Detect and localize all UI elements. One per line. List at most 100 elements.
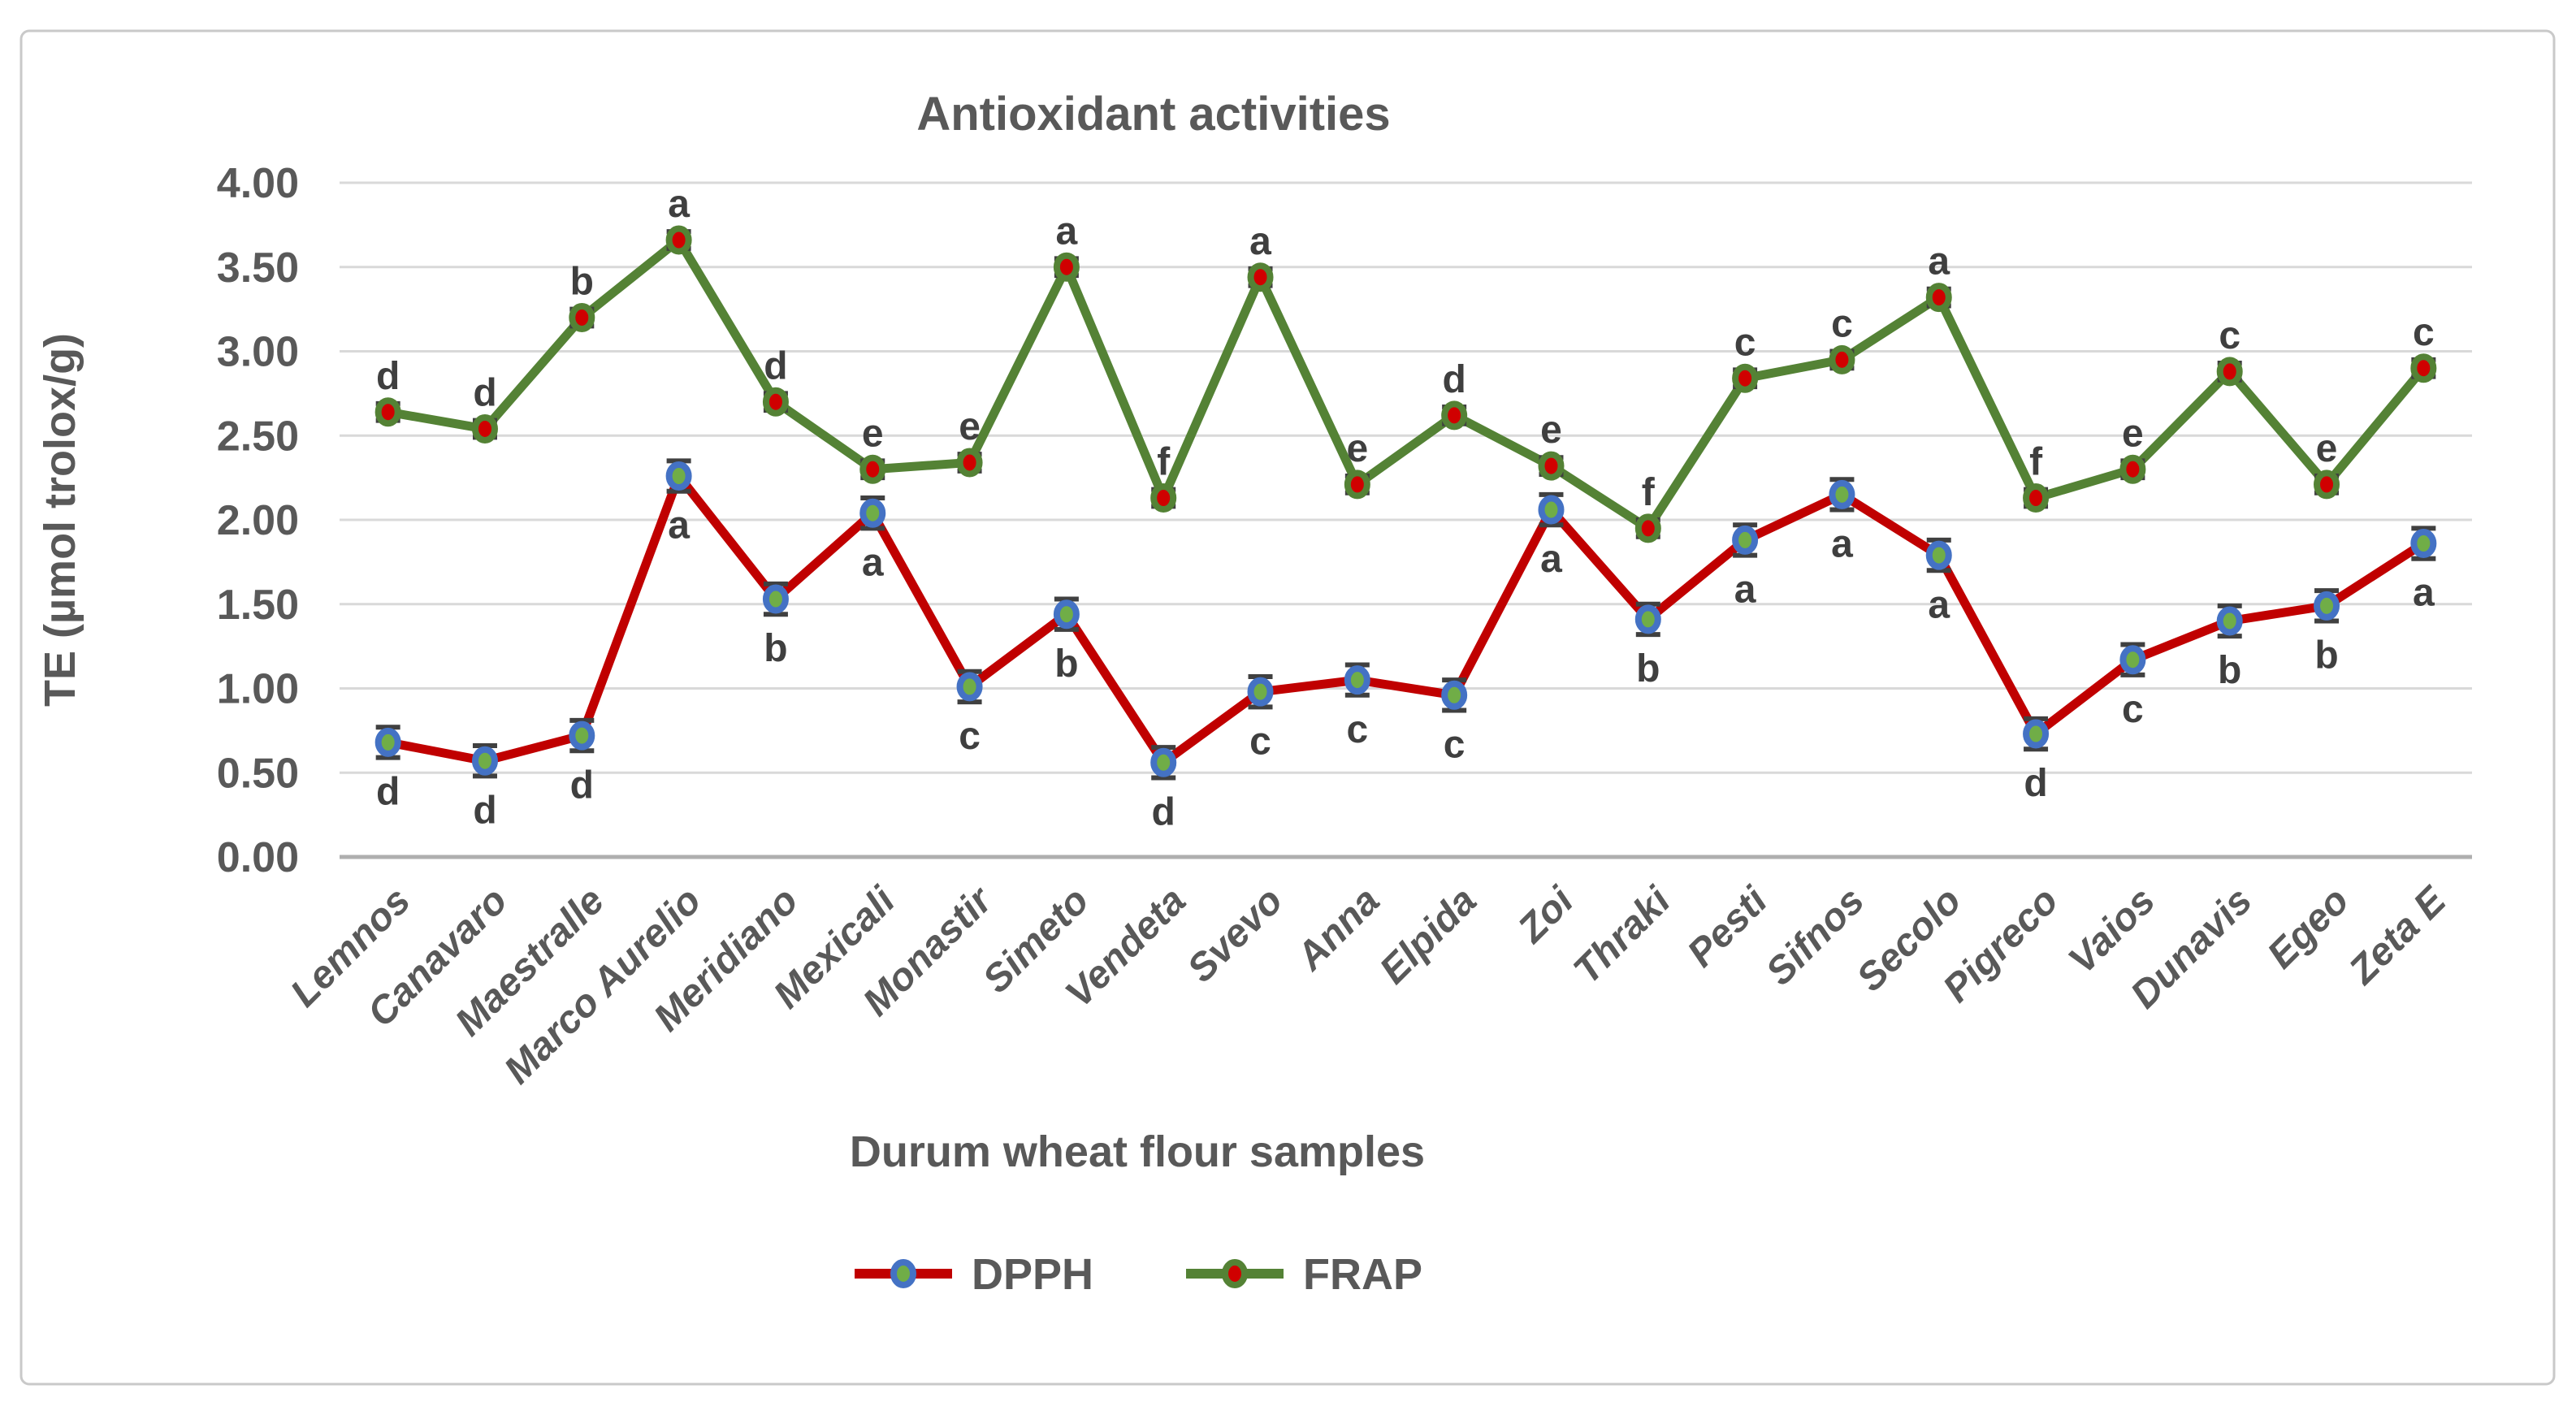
dpph-marker bbox=[2216, 606, 2243, 636]
y-tick-label-2.50: 2.50 bbox=[217, 413, 299, 460]
sig-letter-frap-vendeta: f bbox=[1157, 441, 1171, 484]
sig-letter-frap-sifnos: c bbox=[1831, 303, 1853, 346]
dpph-marker bbox=[2314, 591, 2340, 621]
dpph-point-marco-aurelio: a bbox=[665, 458, 692, 547]
frap-point-elpida: d bbox=[1441, 358, 1468, 431]
dpph-point-monastir: c bbox=[956, 669, 983, 758]
y-axis-title: TE (µmol trolox/g) bbox=[36, 333, 84, 707]
frap-marker bbox=[2119, 454, 2146, 484]
frap-point-secolo: a bbox=[1925, 240, 1952, 313]
dpph-marker bbox=[665, 461, 692, 491]
y-tick-label-1.50: 1.50 bbox=[217, 582, 299, 629]
sig-letter-dpph-sifnos: a bbox=[1831, 523, 1853, 566]
frap-point-pigreco: f bbox=[2023, 441, 2050, 513]
dpph-marker bbox=[569, 720, 595, 751]
dpph-marker bbox=[1732, 525, 1759, 555]
sig-letter-dpph-svevo: c bbox=[1249, 720, 1271, 763]
sig-letter-dpph-zeta-e: a bbox=[2413, 572, 2435, 615]
frap-marker bbox=[374, 397, 401, 427]
dpph-point-pigreco: d bbox=[2023, 716, 2050, 805]
dpph-marker bbox=[2410, 529, 2437, 559]
frap-point-thraki: f bbox=[1634, 471, 1661, 543]
series-dpph: d d d a b a c b d c c c a b a a a d c b b a bbox=[374, 458, 2437, 833]
y-tick-label-3.00: 3.00 bbox=[217, 329, 299, 376]
frap-point-sifnos: c bbox=[1829, 303, 1855, 374]
dpph-point-dunavis: b bbox=[2216, 603, 2243, 692]
dpph-point-canavaro: d bbox=[471, 743, 498, 832]
dpph-point-elpida: c bbox=[1441, 677, 1468, 766]
frap-point-zeta-e: c bbox=[2410, 311, 2437, 383]
frap-point-vaios: e bbox=[2119, 412, 2146, 484]
frap-point-marco-aurelio: a bbox=[665, 183, 692, 255]
frap-marker bbox=[1925, 283, 1952, 313]
frap-point-lemnos: d bbox=[374, 355, 401, 427]
y-tick-label-2.00: 2.00 bbox=[217, 497, 299, 544]
frap-marker bbox=[1150, 483, 1177, 513]
chart-title: Antioxidant activities bbox=[916, 88, 1390, 141]
sig-letter-frap-vaios: e bbox=[2122, 412, 2144, 455]
dpph-marker bbox=[956, 672, 983, 702]
dpph-point-secolo: a bbox=[1925, 537, 1952, 626]
frap-marker bbox=[1441, 400, 1468, 431]
legend-item-frap: FRAP bbox=[1186, 1250, 1422, 1299]
sig-letter-dpph-vaios: c bbox=[2122, 688, 2144, 731]
dpph-point-sifnos: a bbox=[1829, 477, 1855, 566]
frap-marker bbox=[2410, 353, 2437, 383]
frap-point-pesti: c bbox=[1732, 321, 1759, 393]
legend-item-dpph: DPPH bbox=[855, 1250, 1093, 1299]
dpph-point-egeo: b bbox=[2314, 588, 2340, 677]
frap-point-monastir: e bbox=[956, 405, 983, 478]
frap-marker bbox=[2314, 470, 2340, 500]
series-layer: d d d a b a c b d c c c a b a a a d c b b a d d b a d e e a f a e d e f c c a f… bbox=[374, 183, 2437, 833]
dpph-marker bbox=[2119, 645, 2146, 675]
dpph-point-zoi: a bbox=[1538, 491, 1565, 581]
sig-letter-frap-dunavis: c bbox=[2219, 314, 2240, 357]
sig-letter-frap-lemnos: d bbox=[376, 355, 400, 398]
dpph-point-meridiano: b bbox=[762, 581, 789, 670]
sig-letter-frap-pigreco: f bbox=[2029, 441, 2043, 484]
sig-letter-frap-zeta-e: c bbox=[2413, 311, 2435, 354]
sig-letter-frap-mexicali: e bbox=[862, 412, 884, 455]
sig-letter-dpph-canavaro: d bbox=[473, 789, 496, 832]
sig-letter-dpph-elpida: c bbox=[1444, 723, 1466, 766]
legend-marker-dpph bbox=[890, 1259, 916, 1288]
frap-marker bbox=[859, 454, 886, 484]
dpph-marker bbox=[859, 498, 886, 528]
dpph-marker bbox=[1634, 604, 1661, 634]
sig-letter-dpph-maestralle: d bbox=[570, 764, 594, 807]
frap-marker bbox=[471, 413, 498, 444]
sig-letter-dpph-marco-aurelio: a bbox=[668, 504, 690, 547]
frap-point-dunavis: c bbox=[2216, 314, 2243, 387]
sig-letter-frap-maestralle: b bbox=[570, 261, 594, 304]
frap-marker bbox=[665, 225, 692, 255]
dpph-line bbox=[383, 471, 2428, 768]
dpph-point-mexicali: a bbox=[859, 495, 886, 584]
sig-letter-dpph-simeto: b bbox=[1054, 643, 1078, 686]
legend: DPPH FRAP bbox=[855, 1250, 1422, 1299]
frap-point-maestralle: b bbox=[569, 261, 595, 332]
dpph-marker bbox=[1344, 665, 1370, 695]
y-tick-label-0.50: 0.50 bbox=[217, 750, 299, 797]
frap-marker bbox=[2023, 483, 2050, 513]
y-tick-label-4.00: 4.00 bbox=[217, 160, 299, 207]
sig-letter-dpph-dunavis: b bbox=[2218, 649, 2241, 692]
frap-marker bbox=[1732, 363, 1759, 393]
frap-marker bbox=[762, 387, 789, 417]
sig-letter-frap-svevo: a bbox=[1249, 220, 1271, 263]
chart-frame-border bbox=[19, 29, 2556, 1386]
frap-marker bbox=[1634, 513, 1661, 543]
y-tick-label-3.50: 3.50 bbox=[217, 244, 299, 292]
frap-marker bbox=[1538, 451, 1565, 481]
sig-letter-frap-thraki: f bbox=[1642, 471, 1656, 514]
legend-label-dpph: DPPH bbox=[972, 1250, 1093, 1299]
dpph-point-pesti: a bbox=[1732, 522, 1759, 612]
sig-letter-dpph-monastir: c bbox=[959, 715, 981, 758]
y-tick-label-1.00: 1.00 bbox=[217, 666, 299, 713]
dpph-marker bbox=[471, 746, 498, 776]
sig-letter-dpph-pesti: a bbox=[1734, 569, 1756, 612]
frap-point-meridiano: d bbox=[762, 344, 789, 417]
sig-letter-frap-canavaro: d bbox=[473, 372, 496, 415]
series-frap: d d b a d e e a f a e d e f c c a f e c e c bbox=[374, 183, 2437, 543]
frap-line bbox=[383, 236, 2428, 533]
